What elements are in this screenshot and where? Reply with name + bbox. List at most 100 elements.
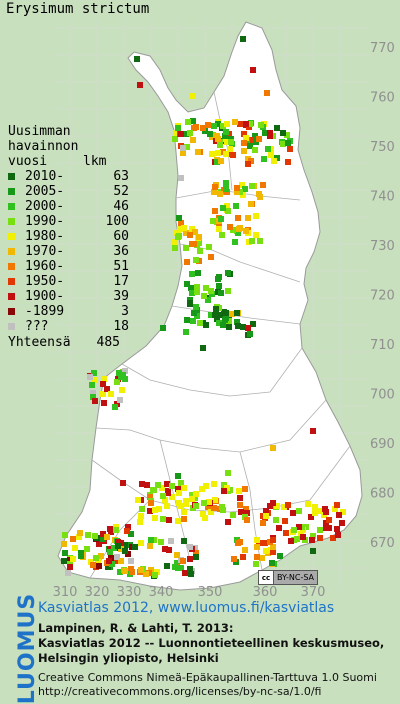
occurrence-square: [243, 506, 249, 512]
occurrence-square: [323, 509, 329, 515]
occurrence-square: [216, 274, 222, 280]
occurrence-square: [241, 140, 247, 146]
occurrence-square: [180, 558, 186, 564]
occurrence-square: [190, 118, 196, 124]
occurrence-square: [177, 226, 183, 232]
occurrence-square: [187, 556, 193, 562]
occurrence-square: [261, 156, 267, 162]
occurrence-square: [114, 379, 120, 385]
occurrence-square: [217, 142, 223, 148]
occurrence-square: [230, 152, 236, 158]
license-badge[interactable]: cc BY-NC-SA: [258, 570, 318, 585]
legend-row-count: 51: [113, 259, 129, 274]
occurrence-square: [257, 238, 263, 244]
legend-row-label: -1899: [25, 304, 65, 319]
legend-row: -1899 3: [8, 304, 129, 319]
occurrence-square: [216, 226, 222, 232]
occurrence-square: [210, 218, 216, 224]
occurrence-square: [211, 505, 217, 511]
legend-row-label: 1900-: [25, 289, 65, 304]
atlas-link[interactable]: Kasviatlas 2012, www.luomus.fi/kasviatla…: [38, 600, 335, 616]
x-axis-label: 360: [253, 585, 278, 600]
legend-swatch: [8, 233, 15, 240]
occurrence-square: [137, 82, 143, 88]
occurrence-square: [189, 241, 195, 247]
legend-row-label: 1960-: [25, 259, 65, 274]
legend-row-count: 60: [113, 229, 129, 244]
occurrence-square: [197, 248, 203, 254]
occurrence-square: [118, 558, 124, 564]
occurrence-square: [252, 147, 258, 153]
occurrence-square: [162, 497, 168, 503]
occurrence-square: [107, 549, 113, 555]
legend-swatch: [8, 308, 15, 315]
occurrence-square: [202, 515, 208, 521]
occurrence-square: [208, 509, 214, 515]
occurrence-square: [196, 234, 202, 240]
occurrence-square: [288, 538, 294, 544]
y-axis-labels: 770 760 750 740 730 720 710 700 690 680 670: [370, 41, 395, 551]
occurrence-square: [166, 547, 172, 553]
occurrence-square: [173, 130, 179, 136]
occurrence-square: [248, 137, 254, 143]
legend-row-count: 18: [113, 319, 129, 334]
occurrence-square: [200, 511, 206, 517]
occurrence-square: [240, 324, 246, 330]
y-axis-label: 760: [370, 91, 395, 106]
license-url[interactable]: http://creativecommons.org/licenses/by-n…: [38, 685, 322, 698]
occurrence-square: [323, 525, 329, 531]
legend-row-label: 2005-: [25, 184, 65, 199]
occurrence-square: [203, 483, 209, 489]
occurrence-square: [178, 175, 184, 181]
occurrence-square: [196, 240, 202, 246]
occurrence-square: [209, 151, 215, 157]
occurrence-square: [262, 130, 268, 136]
occurrence-square: [205, 297, 211, 303]
occurrence-square: [65, 570, 71, 576]
occurrence-square: [291, 527, 297, 533]
y-axis-label: 690: [370, 437, 395, 452]
occurrence-square: [120, 480, 126, 486]
occurrence-square: [285, 502, 291, 508]
occurrence-square: [175, 565, 181, 571]
occurrence-square: [87, 374, 93, 380]
occurrence-square: [218, 290, 224, 296]
legend-total-label: Yhteensä: [8, 335, 71, 350]
occurrence-square: [236, 488, 242, 494]
occurrence-square: [101, 400, 107, 406]
occurrence-square: [223, 310, 229, 316]
occurrence-square: [147, 508, 153, 514]
occurrence-square: [108, 391, 114, 397]
occurrence-square: [227, 146, 233, 152]
occurrence-square: [62, 532, 68, 538]
occurrence-square: [184, 144, 190, 150]
occurrence-square: [70, 536, 76, 542]
occurrence-square: [84, 546, 90, 552]
occurrence-square: [263, 513, 269, 519]
occurrence-square: [216, 320, 222, 326]
occurrence-square: [199, 486, 205, 492]
occurrence-square: [223, 180, 229, 186]
occurrence-square: [172, 245, 178, 251]
occurrence-square: [134, 56, 140, 62]
occurrence-square: [85, 532, 91, 538]
occurrence-square: [224, 139, 230, 145]
occurrence-square: [235, 230, 241, 236]
occurrence-square: [193, 554, 199, 560]
occurrence-square: [181, 225, 187, 231]
y-axis-label: 740: [370, 190, 395, 205]
occurrence-square: [190, 318, 196, 324]
occurrence-square: [243, 228, 249, 234]
y-axis-label: 700: [370, 388, 395, 403]
occurrence-square: [195, 149, 201, 155]
legend-row: 2010- 63: [8, 169, 129, 184]
occurrence-square: [280, 130, 286, 136]
occurrence-square: [200, 345, 206, 351]
occurrence-square: [225, 519, 231, 525]
occurrence-square: [160, 493, 166, 499]
occurrence-square: [101, 376, 107, 382]
occurrence-square: [187, 232, 193, 238]
occurrence-square: [339, 520, 345, 526]
occurrence-square: [193, 304, 199, 310]
occurrence-square: [225, 288, 231, 294]
